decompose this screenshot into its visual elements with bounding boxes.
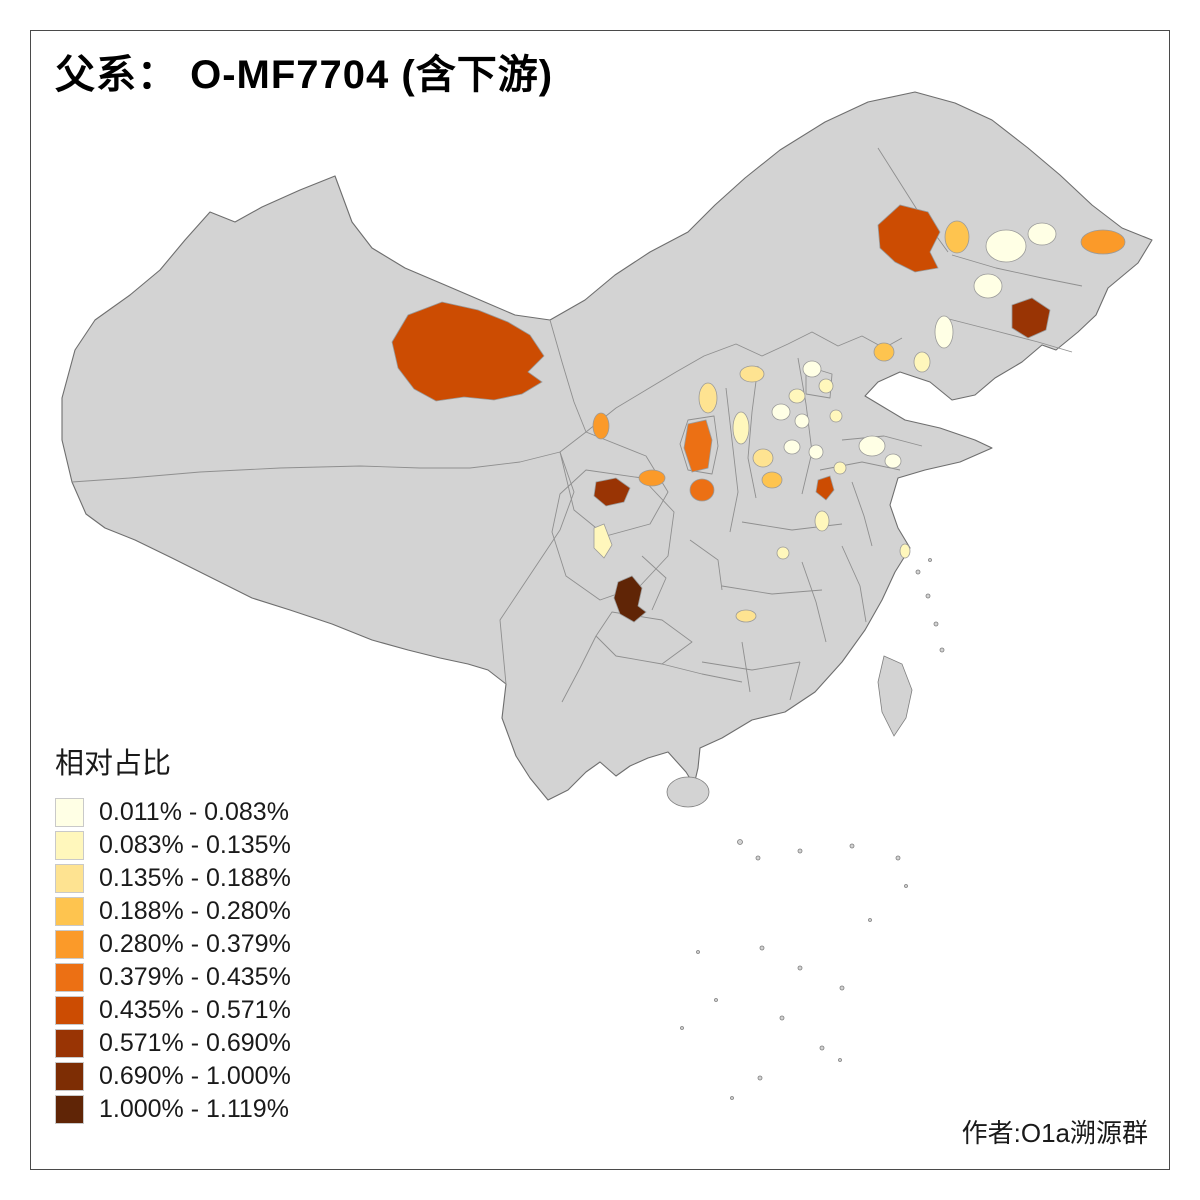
legend-item: 0.379% - 0.435%	[55, 963, 291, 992]
map-region-ne-light-1	[944, 220, 970, 254]
legend-label: 0.011% - 0.083%	[99, 798, 289, 826]
map-region-ne-pale-4	[934, 315, 954, 349]
legend-swatch	[55, 963, 84, 992]
map-region-shanxi-pale-2	[783, 439, 801, 455]
map-region-lanzhou-dark	[593, 477, 631, 507]
map-region-baiyin-orange	[689, 478, 715, 502]
legend: 相对占比 0.011% - 0.083% 0.083% - 0.135% 0.135…	[55, 740, 291, 1128]
map-region-shanxi-pale-3	[808, 444, 824, 460]
map-region-nm-yellow	[739, 365, 765, 383]
legend-swatch	[55, 930, 84, 959]
map-region-sichuan-pale	[593, 523, 613, 559]
map-colored-regions	[391, 204, 1126, 623]
map-region-jilin-dark	[1011, 297, 1051, 339]
legend-swatch	[55, 996, 84, 1025]
map-region-shanxi-pale-1	[771, 403, 791, 421]
map-region-ningxia-orange	[683, 419, 713, 473]
map-region-hebei-pale-1	[802, 360, 822, 378]
map-region-hinggan	[877, 204, 941, 273]
legend-swatch	[55, 798, 84, 827]
map-region-weinan-orange	[761, 471, 783, 489]
legend-swatch	[55, 864, 84, 893]
hainan-island	[666, 776, 710, 808]
legend-item: 0.135% - 0.188%	[55, 864, 291, 893]
map-region-ne-pale-3	[973, 273, 1003, 299]
map-region-ne-pale-1	[985, 229, 1027, 263]
legend-swatch	[55, 1062, 84, 1091]
map-region-henan-pale	[833, 461, 847, 475]
map-region-shandong-pale-2	[884, 453, 902, 469]
map-region-hebei-pale-3	[794, 413, 810, 429]
legend-item: 0.435% - 0.571%	[55, 996, 291, 1025]
legend-swatch	[55, 897, 84, 926]
map-region-liaoning-orange	[873, 342, 895, 362]
legend-swatch	[55, 1029, 84, 1058]
map-region-shaanbei-pale	[732, 411, 750, 445]
legend-label: 0.083% - 0.135%	[99, 831, 291, 859]
map-region-shaanxi-yellow	[752, 448, 774, 468]
legend-title: 相对占比	[55, 748, 172, 780]
legend-swatch	[55, 831, 84, 860]
map-region-hubei-pale	[776, 546, 790, 560]
taiwan-island	[877, 655, 913, 737]
map-region-hebei-pale-4	[829, 409, 843, 423]
mainland-outline	[61, 91, 1153, 801]
author-credit: 作者:O1a溯源群	[961, 1118, 1148, 1148]
map-region-far-east-orange	[1080, 229, 1126, 255]
map-mainland	[61, 91, 1153, 801]
legend-label: 0.280% - 0.379%	[99, 930, 291, 958]
legend-label: 0.379% - 0.435%	[99, 963, 291, 991]
map-region-hunan-yellow	[735, 609, 757, 623]
map-region-shandong-pale-1	[858, 435, 886, 457]
legend-label: 0.135% - 0.188%	[99, 864, 291, 892]
legend-item: 0.083% - 0.135%	[55, 831, 291, 860]
legend-label: 0.435% - 0.571%	[99, 996, 291, 1024]
map-region-gansu-orange-2	[638, 469, 666, 487]
legend-label: 0.188% - 0.280%	[99, 897, 291, 925]
map-region-hebei-pale-2	[788, 388, 806, 404]
legend-item: 0.690% - 1.000%	[55, 1062, 291, 1091]
legend-items: 0.011% - 0.083% 0.083% - 0.135% 0.135% - 0…	[55, 798, 291, 1124]
legend-item: 0.280% - 0.379%	[55, 930, 291, 959]
map-region-henan-dark	[815, 475, 835, 501]
legend-swatch	[55, 1095, 84, 1124]
map-region-xinjiang-big	[391, 301, 545, 402]
map-title: 父系： O-MF7704 (含下游)	[55, 53, 554, 97]
map-region-beijing-pale	[818, 378, 834, 394]
map-region-liaoning-pale	[913, 351, 931, 373]
legend-label: 1.000% - 1.119%	[99, 1095, 289, 1123]
legend-item: 0.011% - 0.083%	[55, 798, 291, 827]
legend-label: 0.571% - 0.690%	[99, 1029, 291, 1057]
map-region-zunyi-darkest	[613, 575, 647, 623]
legend-label: 0.690% - 1.000%	[99, 1062, 291, 1090]
map-region-ne-pale-2	[1027, 222, 1057, 246]
legend-item: 0.571% - 0.690%	[55, 1029, 291, 1058]
legend-item: 1.000% - 1.119%	[55, 1095, 291, 1124]
map-region-nm-orange-strip	[698, 382, 718, 414]
map-region-shanghai-pale	[899, 543, 911, 559]
map-province-borders	[71, 147, 1083, 703]
map-islands	[666, 558, 945, 1100]
legend-item: 0.188% - 0.280%	[55, 897, 291, 926]
map-region-henan-pale-2	[814, 510, 830, 532]
map-region-gansu-orange-1	[592, 412, 610, 440]
